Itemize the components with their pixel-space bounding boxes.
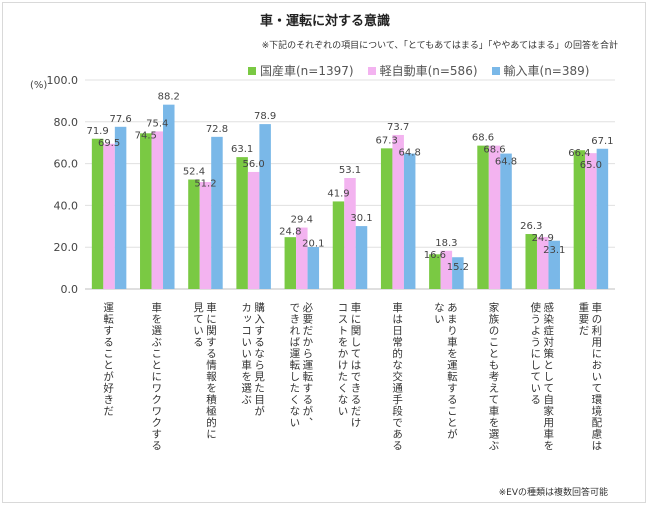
y-tick-label: 100.0 <box>47 74 79 87</box>
bar-kei <box>536 236 549 289</box>
bar-kei <box>344 178 356 289</box>
data-label: 68.6 <box>483 145 505 156</box>
category-label: あまり車を運転することが ない <box>432 302 458 440</box>
bar-domestic <box>284 237 297 289</box>
top-note: ※下記のそれぞれの項目について、「とてもあてはまる」「ややあてはまる」の回答を合… <box>261 41 618 51</box>
data-label: 16.6 <box>424 250 446 261</box>
chart-frame <box>2 2 646 503</box>
bar-kei <box>585 153 597 289</box>
bar-import <box>500 153 512 289</box>
data-label: 73.7 <box>387 122 409 133</box>
data-label: 26.3 <box>520 221 542 232</box>
data-label: 53.1 <box>339 165 361 176</box>
category-label: 感染症対策として自家用車を 使うようにしている <box>529 302 555 452</box>
bar-domestic <box>188 179 200 289</box>
bar-kei <box>247 171 260 289</box>
data-label: 69.5 <box>98 138 120 149</box>
data-label: 23.1 <box>543 245 565 256</box>
legend-swatch-domestic <box>248 66 256 75</box>
y-tick-label: 60.0 <box>54 158 79 171</box>
data-label: 51.2 <box>194 178 216 189</box>
bar-import <box>355 226 368 289</box>
bar-domestic <box>573 150 586 289</box>
data-label: 52.4 <box>183 166 205 177</box>
category-label: 運転することが好きだ <box>102 302 115 417</box>
legend-label-import: 輸入車(n=389) <box>503 64 590 78</box>
data-label: 67.3 <box>376 135 398 146</box>
category-label: 家族のことも考えて車を選ぶ <box>487 302 500 452</box>
bottom-note: ※EVの種類は複数回答可能 <box>498 488 608 498</box>
category-label: 購入するなら見た目が カッコいい車を選ぶ <box>240 302 266 417</box>
bar-domestic <box>332 201 345 289</box>
bar-kei <box>296 227 308 289</box>
bar-import <box>163 104 175 289</box>
data-label: 68.6 <box>472 133 494 144</box>
data-label: 64.8 <box>399 147 421 158</box>
bar-kei <box>440 250 453 289</box>
bar-import <box>259 124 271 289</box>
bar-import <box>403 153 416 289</box>
data-label: 66.4 <box>568 148 590 159</box>
data-label: 67.1 <box>591 136 613 147</box>
y-tick-label: 0.0 <box>61 283 79 296</box>
legend-swatch-import <box>491 66 500 75</box>
legend: 国産車(n=1397) 軽自動車(n=586) 輸入車(n=389) <box>248 62 589 79</box>
y-tick-label: 80.0 <box>54 116 79 129</box>
bar-domestic <box>236 157 248 289</box>
category-label: 車は日常的な交通手段である <box>391 302 404 452</box>
data-label: 75.4 <box>146 118 168 129</box>
data-label: 74.5 <box>135 130 157 141</box>
bar-import <box>211 136 223 289</box>
bar-domestic <box>477 145 489 289</box>
data-label: 24.8 <box>279 227 301 238</box>
data-label: 77.6 <box>109 114 131 125</box>
data-label: 24.9 <box>532 233 554 244</box>
legend-item-import: 輸入車(n=389) <box>491 62 590 79</box>
data-label: 88.2 <box>158 92 180 103</box>
data-label: 63.1 <box>231 144 253 155</box>
data-label: 56.0 <box>243 159 265 170</box>
data-label: 72.8 <box>206 124 228 135</box>
data-label: 20.1 <box>302 239 324 250</box>
y-tick-label: 40.0 <box>54 199 79 212</box>
bar-import <box>548 240 560 289</box>
data-label: 15.2 <box>447 262 469 273</box>
legend-label-domestic: 国産車(n=1397) <box>260 64 354 78</box>
bar-domestic <box>429 254 441 289</box>
legend-label-kei: 軽自動車(n=586) <box>379 64 478 78</box>
data-label: 18.3 <box>435 238 457 249</box>
category-label: 車に関する情報を積極的に 見ている <box>191 302 217 440</box>
y-tick-label: 20.0 <box>54 241 79 254</box>
bar-import <box>114 126 127 289</box>
data-label: 65.0 <box>580 160 602 171</box>
bar-import <box>307 246 320 289</box>
bar-kei <box>199 181 212 289</box>
data-label: 78.9 <box>254 111 276 122</box>
legend-item-domestic: 国産車(n=1397) <box>248 62 354 79</box>
y-axis-unit: (%) <box>30 80 48 91</box>
bar-kei <box>103 143 115 289</box>
bar-domestic <box>91 138 104 289</box>
bar-domestic <box>140 133 152 289</box>
bar-kei <box>392 134 404 289</box>
bar-domestic <box>525 234 537 289</box>
data-label: 29.4 <box>291 215 313 226</box>
bar-kei <box>151 131 164 289</box>
data-label: 64.8 <box>495 157 517 168</box>
category-label: 車の利用において環境配慮は 重要だ <box>577 302 603 452</box>
category-label: 必要だから運転するが、 できれば運転したくない <box>288 302 314 429</box>
bar-import <box>596 148 609 289</box>
category-label: 車を選ぶことにワクワクする <box>150 302 163 452</box>
bar-kei <box>488 145 501 289</box>
data-label: 41.9 <box>327 188 349 199</box>
bar-domestic <box>380 148 393 289</box>
chart-title: 車・運転に対する意識 <box>259 14 390 29</box>
legend-item-kei: 軽自動車(n=586) <box>367 62 478 79</box>
data-label: 30.1 <box>350 213 372 224</box>
bar-import <box>452 257 464 289</box>
data-label: 71.9 <box>86 126 108 137</box>
legend-swatch-kei <box>367 66 376 75</box>
category-label: 車に関してはできるだけ コストをかけたくない <box>336 302 362 429</box>
